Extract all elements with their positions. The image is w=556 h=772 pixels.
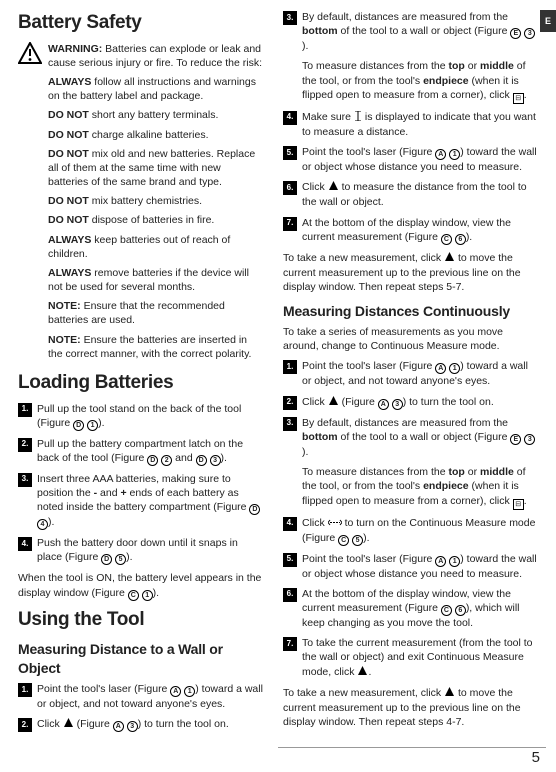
on-button-icon	[328, 395, 339, 410]
warn-item: NOTE: Ensure the batteries are inserted …	[48, 333, 263, 361]
step-3: 3. By default, distances are measured fr…	[283, 10, 537, 53]
footer-divider	[278, 747, 546, 748]
step-3: 3. By default, distances are measured fr…	[283, 416, 537, 459]
step-7: 7. To take the current measurement (from…	[283, 636, 537, 680]
step-number-icon: 7.	[283, 217, 297, 231]
step-5: 5. Point the tool's laser (Figure A 1) t…	[283, 145, 537, 174]
measure-button-icon	[444, 251, 455, 266]
step-number-icon: 2.	[283, 396, 297, 410]
heading-using-tool: Using the Tool	[18, 607, 263, 633]
language-tab: E	[540, 10, 556, 32]
subheading-measuring-distance: Measuring Distance to a Wall or Object	[18, 640, 263, 678]
warning-block: WARNING: Batteries can explode or leak a…	[18, 42, 263, 366]
step-number-icon: 4.	[18, 537, 32, 551]
measure-button-icon	[328, 180, 339, 195]
step-6: 6. At the bottom of the display window, …	[283, 587, 537, 630]
step-number-icon: 3.	[283, 11, 297, 25]
distance-mode-icon	[354, 111, 362, 125]
step-2: 2. Click (Figure A 3) to turn the tool o…	[283, 395, 537, 410]
heading-loading-batteries: Loading Batteries	[18, 370, 263, 396]
step-4: 4. Make sure is displayed to indicate th…	[283, 110, 537, 139]
step-number-icon: 2.	[18, 438, 32, 452]
step-5: 5. Point the tool's laser (Figure A 1) t…	[283, 552, 537, 581]
warn-item: DO NOT charge alkaline batteries.	[48, 128, 263, 142]
continuous-mode-icon	[328, 517, 342, 531]
paragraph: When the tool is ON, the battery level a…	[18, 571, 263, 600]
step-number-icon: 6.	[283, 181, 297, 195]
paragraph: To take a new measurement, click to move…	[283, 251, 537, 295]
step-1: 1. Point the tool's laser (Figure A 1) t…	[283, 359, 537, 388]
step-number-icon: 5.	[283, 146, 297, 160]
subheading-continuous: Measuring Distances Continuously	[283, 302, 537, 321]
right-column: 3. By default, distances are measured fr…	[283, 10, 537, 732]
step-4: 4. Push the battery door down until it s…	[18, 536, 263, 565]
step-number-icon: 3.	[18, 473, 32, 487]
step-number-icon: 7.	[283, 637, 297, 651]
step-number-icon: 6.	[283, 588, 297, 602]
step-3-sub: To measure distances from the top or mid…	[302, 465, 537, 509]
paragraph: To take a series of measurements as you …	[283, 325, 537, 353]
warn-item: ALWAYS remove batteries if the device wi…	[48, 266, 263, 294]
page-content: Battery Safety WARNING: Batteries can ex…	[0, 0, 556, 742]
step-number-icon: 4.	[283, 111, 297, 125]
measure-button-icon	[357, 665, 368, 680]
step-number-icon: 1.	[283, 360, 297, 374]
left-column: Battery Safety WARNING: Batteries can ex…	[18, 10, 263, 732]
measure-button-icon	[444, 686, 455, 701]
warn-item: NOTE: Ensure that the recommended batter…	[48, 299, 263, 327]
step-1: 1. Point the tool's laser (Figure A 1) t…	[18, 682, 263, 711]
warn-item: ALWAYS keep batteries out of reach of ch…	[48, 233, 263, 261]
step-6: 6. Click to measure the distance from th…	[283, 180, 537, 209]
step-7: 7. At the bottom of the display window, …	[283, 216, 537, 245]
warning-icon	[18, 42, 42, 68]
warn-item: DO NOT dispose of batteries in fire.	[48, 213, 263, 227]
heading-battery-safety: Battery Safety	[18, 10, 263, 36]
warn-item: WARNING: Batteries can explode or leak a…	[48, 42, 263, 70]
paragraph: To take a new measurement, click to move…	[283, 686, 537, 730]
step-number-icon: 3.	[283, 417, 297, 431]
step-1: 1. Pull up the tool stand on the back of…	[18, 402, 263, 431]
step-number-icon: 1.	[18, 683, 32, 697]
step-number-icon: 1.	[18, 403, 32, 417]
on-button-icon	[63, 717, 74, 732]
step-2: 2. Pull up the battery compartment latch…	[18, 437, 263, 466]
step-3: 3. Insert three AAA batteries, making su…	[18, 472, 263, 530]
step-4: 4. Click to turn on the Continuous Measu…	[283, 516, 537, 546]
step-number-icon: 4.	[283, 517, 297, 531]
reference-point-icon: ⊟	[513, 93, 524, 104]
step-number-icon: 5.	[283, 553, 297, 567]
warn-item: DO NOT mix old and new batteries. Replac…	[48, 147, 263, 190]
step-number-icon: 2.	[18, 718, 32, 732]
page-number: 5	[532, 748, 540, 768]
warn-item: DO NOT short any battery terminals.	[48, 108, 263, 122]
warn-item: ALWAYS follow all instructions and warni…	[48, 75, 263, 103]
reference-point-icon: ⊟	[513, 499, 524, 510]
step-3-sub: To measure distances from the top or mid…	[302, 59, 537, 103]
step-2: 2. Click (Figure A 3) to turn the tool o…	[18, 717, 263, 732]
warn-item: DO NOT mix battery chemistries.	[48, 194, 263, 208]
